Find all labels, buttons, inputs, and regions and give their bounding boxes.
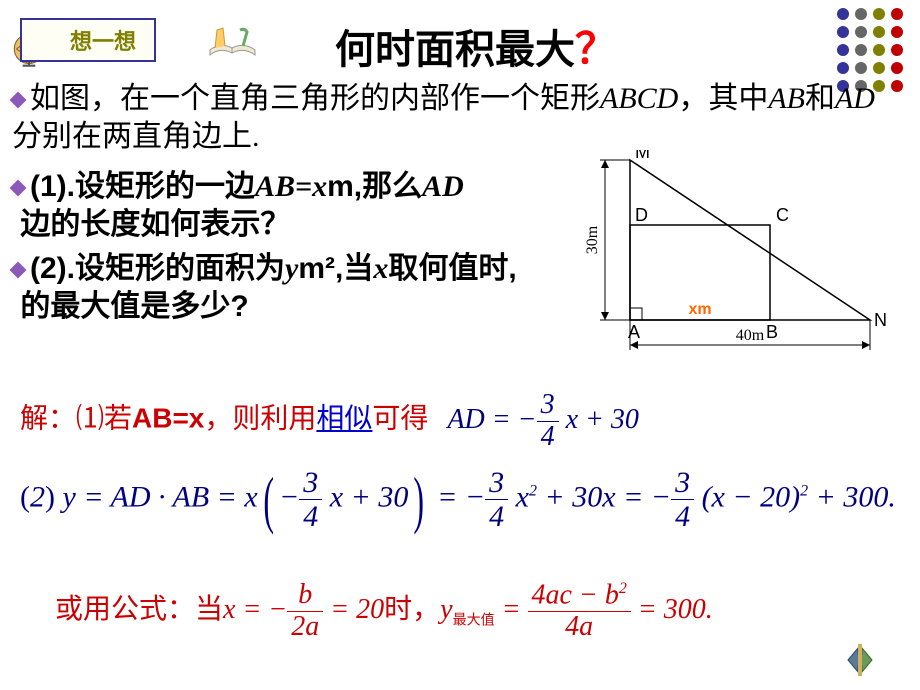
solution-line-3: 或用公式：当x = −b2a = 20时，y最大值 = 4ac − b24a =… [55, 580, 713, 643]
svg-text:M: M [635, 150, 650, 162]
bullet-icon [10, 92, 27, 109]
svg-text:xm: xm [688, 301, 711, 318]
title-text: 何时面积最大 [335, 28, 575, 72]
similar-link[interactable]: 相似 [316, 404, 372, 435]
svg-text:B: B [766, 322, 778, 342]
book-icon [205, 20, 260, 60]
title-qmark: ？ [575, 25, 617, 72]
nav-arrows-icon[interactable] [830, 640, 890, 680]
problem-intro: 如图，在一个直角三角形的内部作一个矩形ABCD，其中AB和AD分别在两直角边上. [12, 80, 902, 156]
svg-text:D: D [635, 205, 648, 225]
solution-line-2: ((2)2) y = AD · AB = x(−34 x + 30) = −34… [20, 466, 896, 533]
bullet-icon [10, 180, 27, 197]
question-2: (2).设矩形的面积为ym²,当x取何值时, 的最大值是多少? [12, 250, 542, 326]
svg-text:30m: 30m [584, 225, 601, 254]
tag-label: 想一想 [70, 24, 136, 56]
page-title: 何时面积最大？ [335, 15, 617, 76]
svg-text:40m: 40m [736, 327, 765, 344]
bullet-icon [10, 262, 27, 279]
svg-text:C: C [776, 205, 789, 225]
svg-text:N: N [874, 310, 887, 330]
question-1: (1).设矩形的一边AB=xm,那么AD 边的长度如何表示？ [12, 168, 542, 244]
triangle-diagram: 30m 40m M D C A B Nxm [540, 150, 890, 350]
think-tag: 想一想 [20, 18, 156, 62]
solution-line-1: 解：⑴若AB=x，则利用相似可得 AD = −34 x + 30 [20, 390, 639, 453]
svg-text:A: A [628, 322, 640, 342]
